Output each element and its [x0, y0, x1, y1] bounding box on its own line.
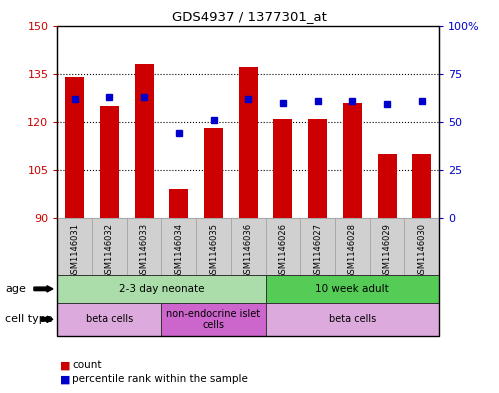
Text: GSM1146031: GSM1146031: [70, 223, 79, 279]
Text: cell type: cell type: [5, 314, 52, 324]
Text: GSM1146026: GSM1146026: [278, 223, 287, 279]
Text: count: count: [72, 360, 102, 371]
Text: GSM1146030: GSM1146030: [417, 223, 426, 279]
Text: GSM1146036: GSM1146036: [244, 223, 253, 279]
Text: GDS4937 / 1377301_at: GDS4937 / 1377301_at: [172, 10, 327, 23]
Bar: [65, 77, 84, 218]
Text: beta cells: beta cells: [329, 314, 376, 324]
Text: 2-3 day neonate: 2-3 day neonate: [119, 284, 204, 294]
Text: percentile rank within the sample: percentile rank within the sample: [72, 374, 248, 384]
Text: GSM1146032: GSM1146032: [105, 223, 114, 279]
Text: GSM1146027: GSM1146027: [313, 223, 322, 279]
Text: ■: ■: [60, 374, 70, 384]
Text: GSM1146034: GSM1146034: [174, 223, 183, 279]
Text: age: age: [5, 284, 26, 294]
Text: GSM1146028: GSM1146028: [348, 223, 357, 279]
Text: ■: ■: [60, 360, 70, 371]
Text: 10 week adult: 10 week adult: [315, 284, 389, 294]
Bar: [135, 64, 154, 218]
Bar: [378, 154, 397, 218]
Bar: [412, 154, 431, 218]
Bar: [273, 119, 292, 218]
Bar: [308, 119, 327, 218]
Bar: [100, 106, 119, 218]
Text: GSM1146035: GSM1146035: [209, 223, 218, 279]
Text: non-endocrine islet
cells: non-endocrine islet cells: [167, 309, 260, 330]
Text: beta cells: beta cells: [86, 314, 133, 324]
Bar: [343, 103, 362, 218]
Bar: [204, 128, 223, 218]
Bar: [239, 67, 258, 218]
Text: GSM1146033: GSM1146033: [140, 223, 149, 279]
Text: GSM1146029: GSM1146029: [383, 223, 392, 279]
Bar: [169, 189, 189, 218]
